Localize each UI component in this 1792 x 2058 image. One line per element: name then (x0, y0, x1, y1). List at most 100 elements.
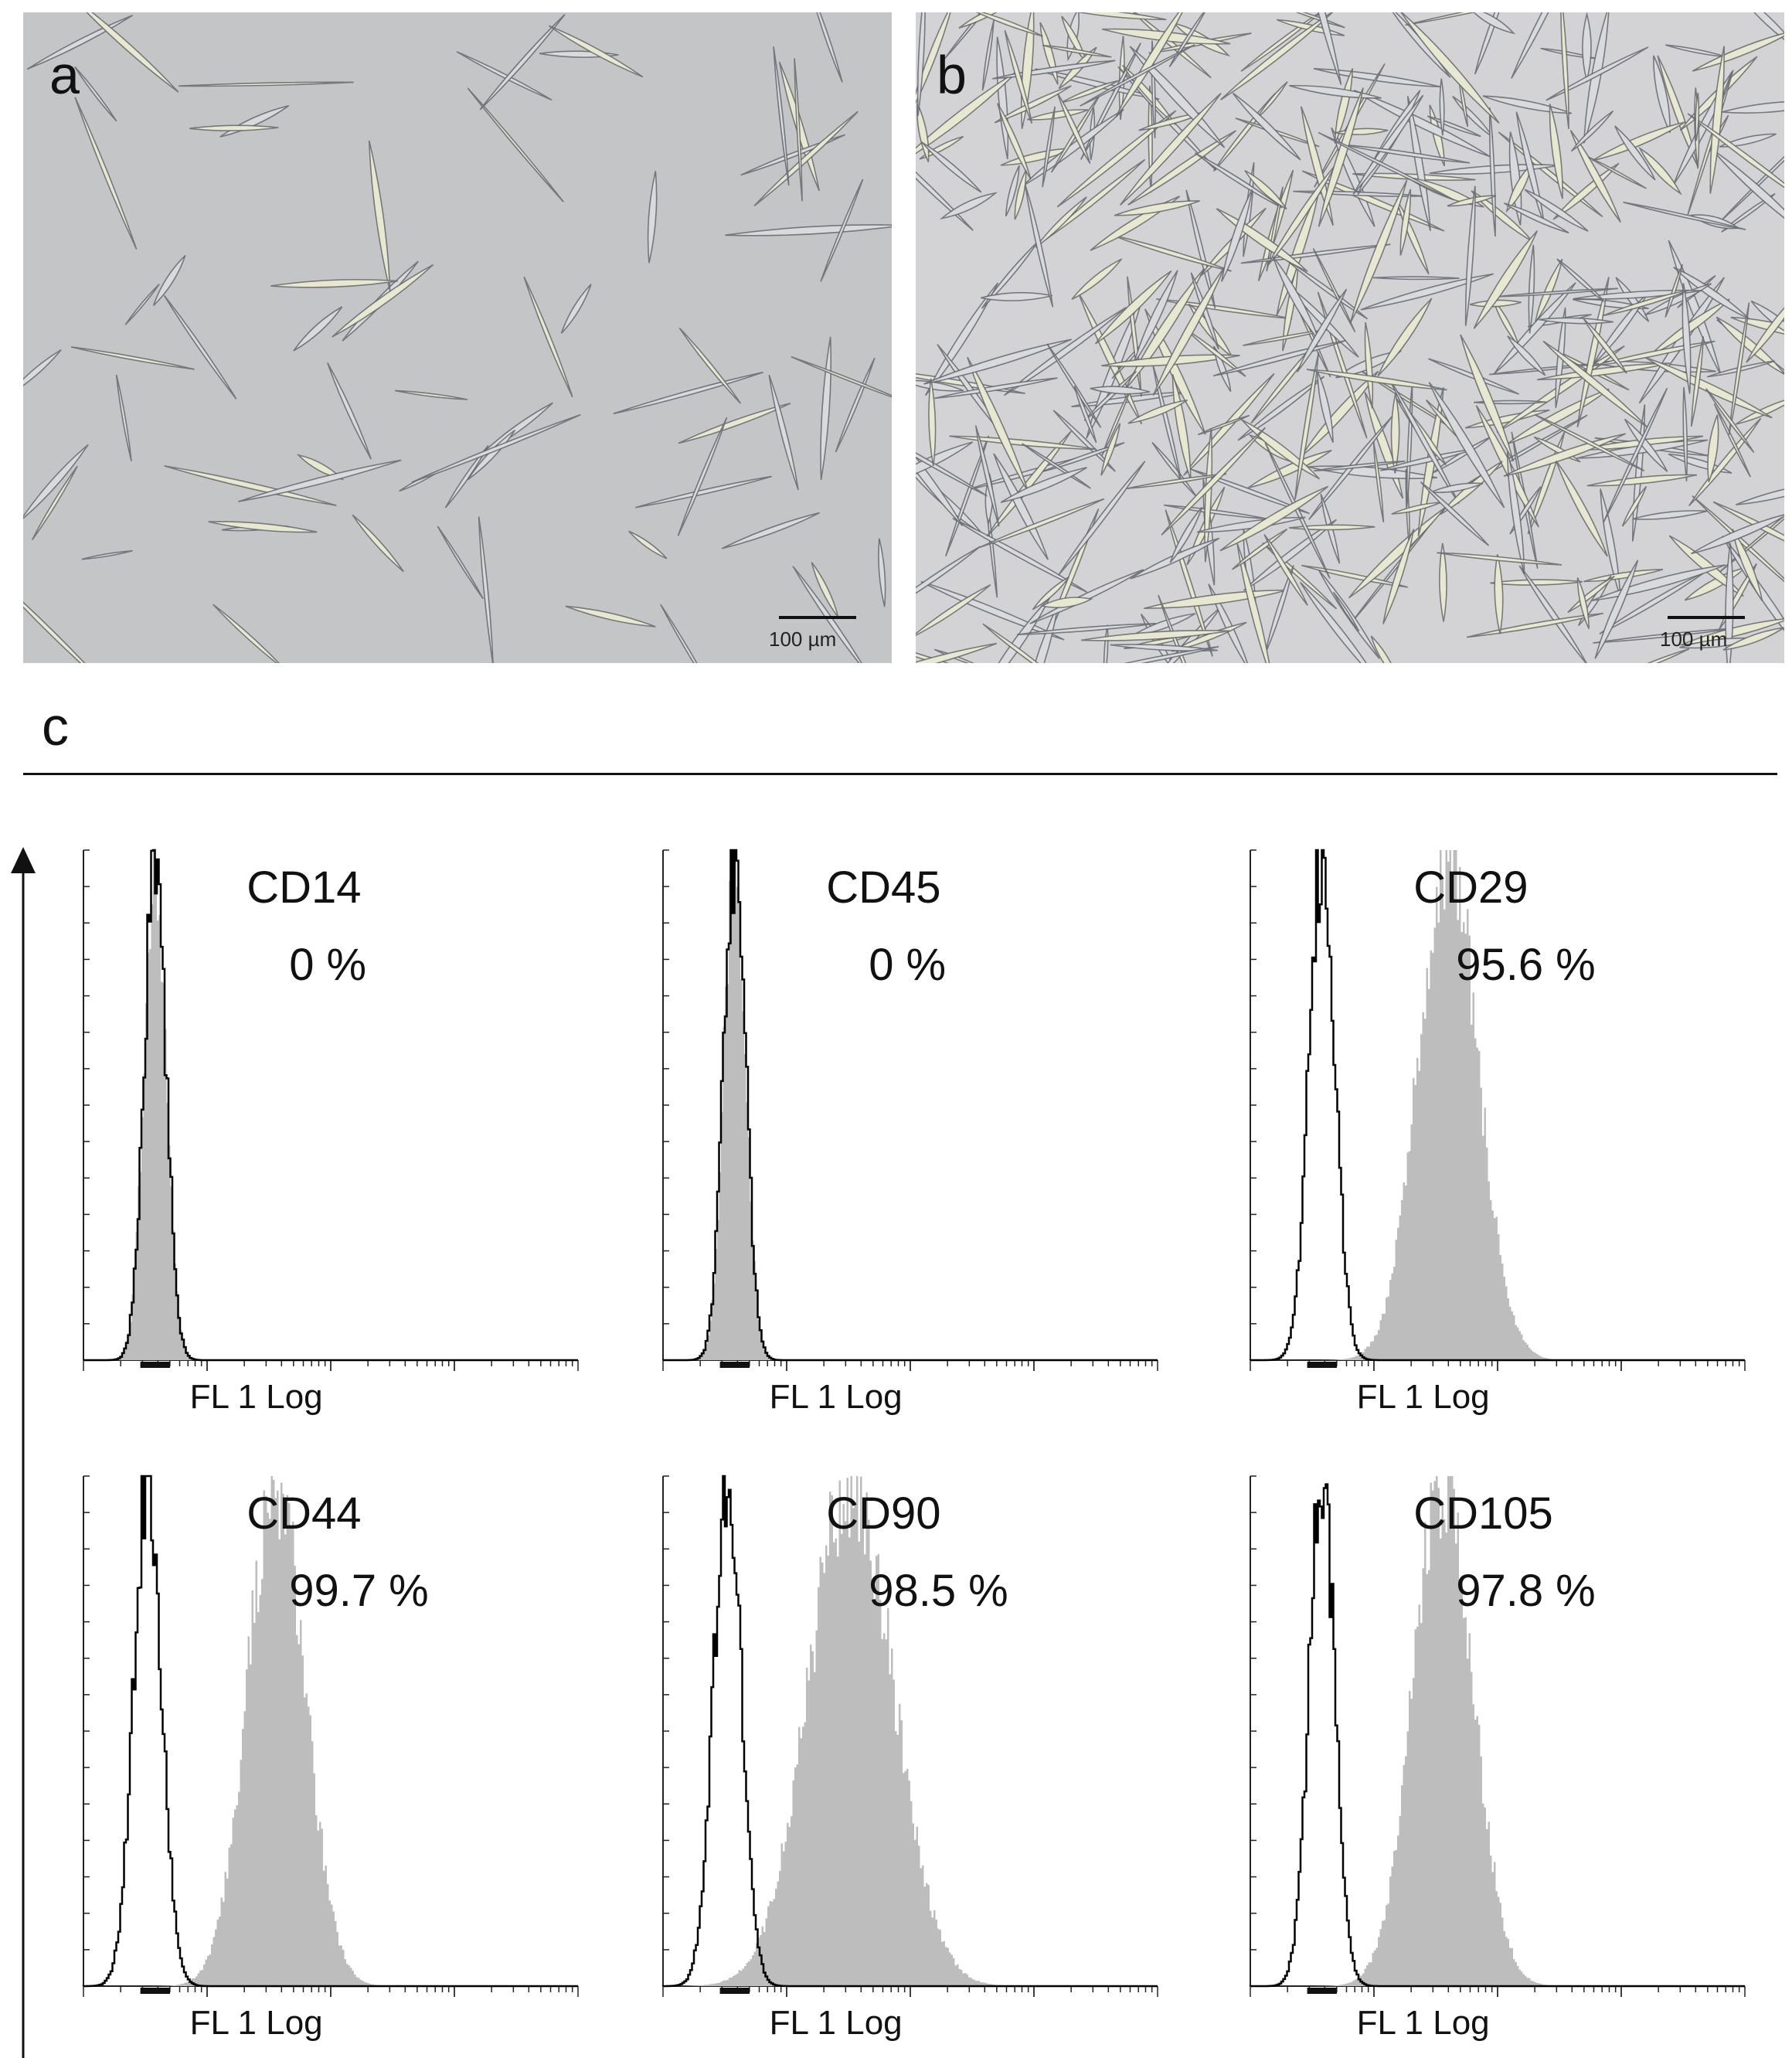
cell (933, 377, 1058, 400)
cell (1473, 12, 1516, 35)
micrograph-a-cells (23, 12, 892, 663)
cell (1719, 133, 1777, 148)
cell (1536, 362, 1670, 381)
cell (1506, 451, 1525, 574)
cell (1753, 12, 1784, 41)
cell (1391, 502, 1441, 515)
cell (1286, 259, 1369, 320)
cell (678, 403, 791, 444)
cell (916, 456, 964, 526)
scale-bar-a (779, 616, 856, 619)
cell (1040, 597, 1093, 608)
cell (979, 498, 1105, 549)
cell (1300, 581, 1367, 663)
isotype-histogram (83, 849, 578, 1362)
cell (1332, 591, 1360, 632)
x-axis-label: FL 1 Log (770, 2004, 903, 2042)
cell (1004, 30, 1033, 124)
cell (975, 12, 1043, 37)
cell (23, 601, 86, 663)
x-axis-label: FL 1 Log (1357, 2004, 1490, 2042)
cell (1707, 414, 1719, 483)
micrograph-a-background (23, 12, 892, 663)
percent-label: 99.7 % (289, 1566, 429, 1616)
cell (70, 346, 195, 370)
marker-histogram (83, 850, 578, 1360)
gate-marker (140, 1362, 170, 1368)
micrograph-a-cell-layer (23, 12, 892, 663)
cell (1736, 488, 1784, 505)
gate-marker (719, 1988, 750, 1994)
cell (1221, 189, 1253, 282)
cell (949, 435, 1097, 451)
cell (1406, 96, 1431, 231)
cell (1243, 519, 1337, 591)
cell (628, 530, 668, 560)
cell (1447, 195, 1497, 207)
cell (1194, 152, 1283, 209)
cell (1691, 514, 1784, 555)
marker-name: CD29 (1413, 862, 1528, 913)
section-divider (23, 773, 1777, 775)
cell (1127, 130, 1237, 206)
cell (916, 546, 981, 594)
cell (1576, 577, 1590, 629)
marker-histogram (1250, 850, 1745, 1360)
cell (1035, 196, 1087, 248)
cell (1318, 12, 1342, 85)
scale-label-a: 100 µm (769, 628, 837, 651)
cell (1046, 343, 1102, 428)
isotype-histogram (1250, 849, 1745, 1362)
cell (1470, 299, 1522, 308)
cell (1583, 569, 1664, 583)
cell (352, 514, 404, 573)
micrograph-b (916, 12, 1784, 663)
cell (1138, 111, 1205, 131)
cell (1110, 644, 1218, 652)
cell (1029, 569, 1144, 624)
panel-label-c: c (42, 696, 69, 757)
cell (1603, 387, 1668, 523)
cell (1372, 276, 1460, 281)
cell (939, 192, 998, 219)
cell (1746, 307, 1784, 363)
cell (1710, 148, 1784, 219)
cell (677, 417, 728, 536)
cell (467, 87, 564, 202)
cell (1390, 393, 1400, 474)
cell (444, 444, 489, 509)
cell (1400, 12, 1500, 124)
cell (916, 12, 951, 104)
cell (1518, 565, 1587, 663)
marker-name: CD14 (247, 862, 361, 913)
cell (1623, 201, 1746, 230)
cell (1721, 192, 1776, 233)
cell (1081, 629, 1230, 641)
cell (479, 14, 566, 111)
cell (1695, 93, 1700, 141)
cell (179, 81, 354, 87)
cell (1653, 55, 1671, 134)
cell (678, 327, 741, 404)
micrograph-a (23, 12, 892, 663)
cell (1690, 336, 1704, 427)
cell (1621, 485, 1647, 527)
cell (1524, 189, 1589, 232)
cell (1705, 388, 1755, 454)
cell (1549, 104, 1563, 199)
cell (820, 179, 864, 282)
cell (1439, 543, 1447, 622)
gate-marker (719, 1362, 750, 1368)
cell (1317, 371, 1334, 443)
cell (660, 604, 698, 663)
x-axis-label: FL 1 Log (1357, 1378, 1490, 1416)
cell (916, 171, 974, 231)
cell (1000, 467, 1087, 503)
cell (916, 642, 998, 663)
cell (1732, 529, 1763, 601)
marker-histogram (83, 1476, 578, 1986)
cell (1236, 543, 1270, 663)
cell (1624, 418, 1668, 472)
cell (1042, 44, 1112, 58)
cell (982, 623, 1039, 663)
